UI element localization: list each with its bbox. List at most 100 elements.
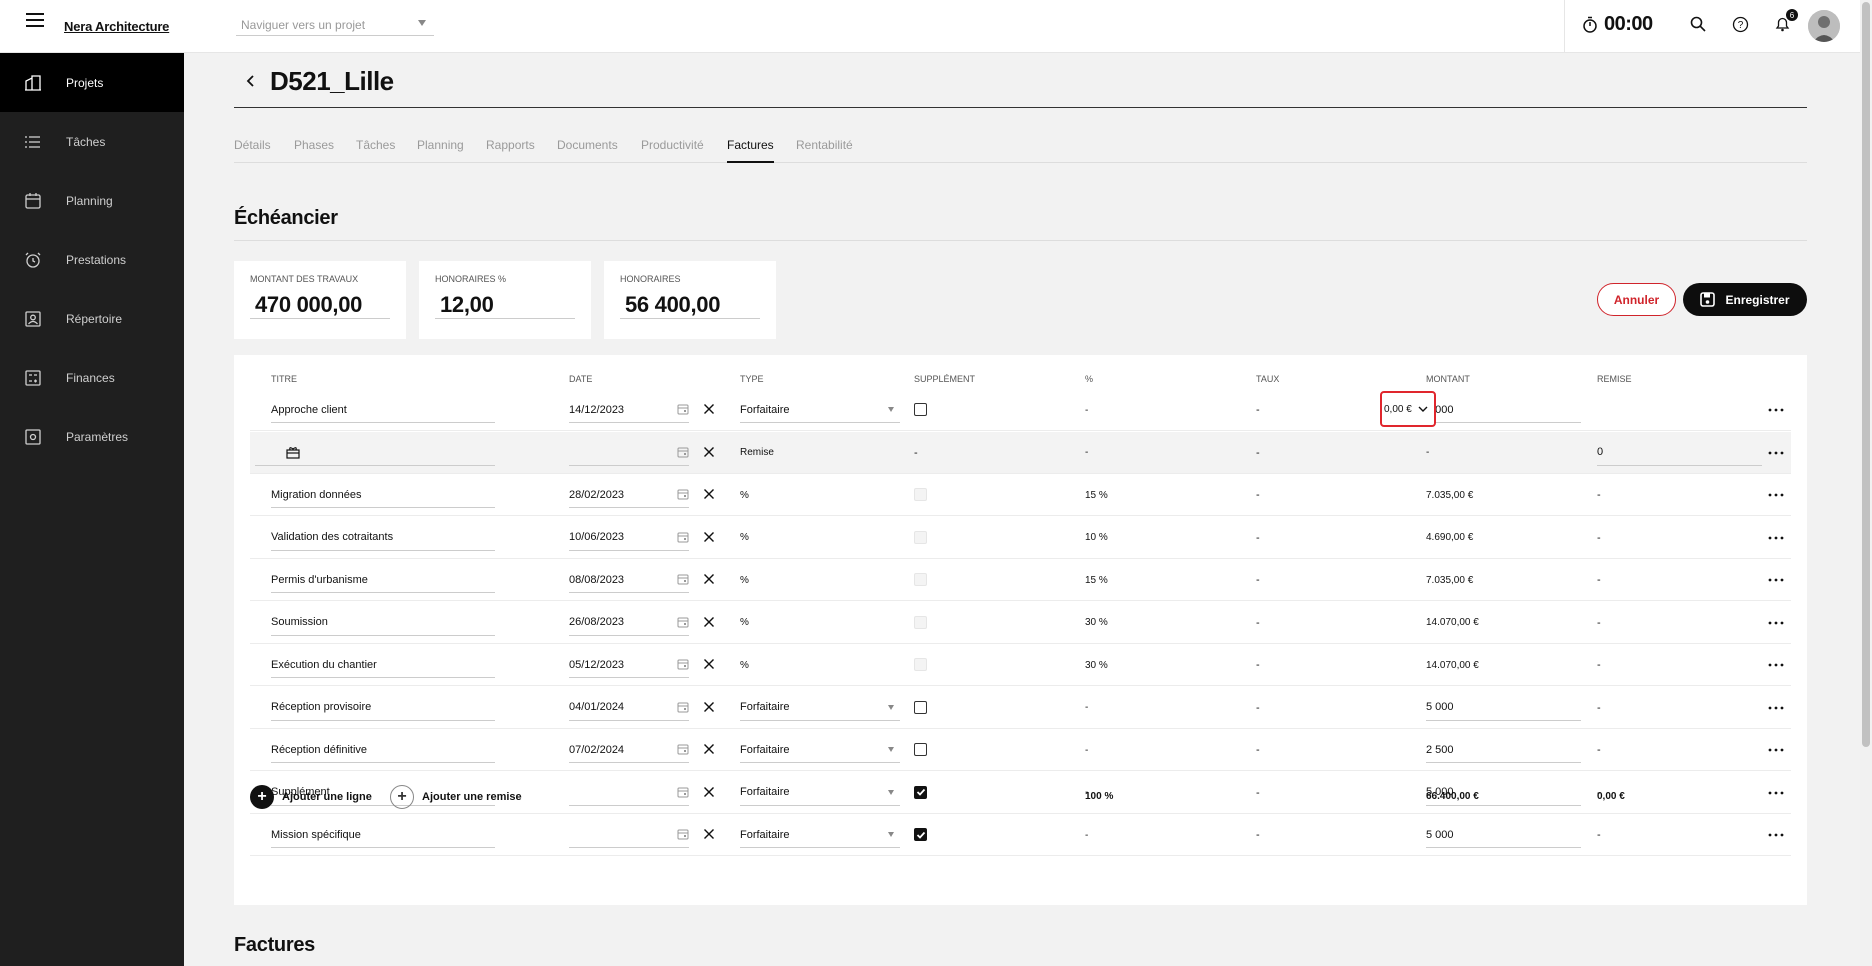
more-options-icon[interactable] xyxy=(1767,699,1785,717)
menu-icon[interactable] xyxy=(26,13,44,27)
timer[interactable]: 00:00 xyxy=(1582,13,1653,36)
tab-productivite[interactable]: Productivité xyxy=(641,138,704,152)
scrollbar[interactable] xyxy=(1860,0,1872,966)
calendar-icon[interactable] xyxy=(677,785,689,803)
more-options-icon[interactable] xyxy=(1767,614,1785,632)
supplement-checkbox[interactable] xyxy=(914,743,927,756)
montant-input[interactable]: 2 000 xyxy=(1426,397,1581,423)
more-options-icon[interactable] xyxy=(1767,784,1785,802)
calendar-icon[interactable] xyxy=(677,827,689,845)
tab-details[interactable]: Détails xyxy=(234,138,271,152)
supplement-checkbox[interactable] xyxy=(914,828,927,841)
clear-date-icon[interactable] xyxy=(703,530,715,548)
tab-rentabilite[interactable]: Rentabilité xyxy=(796,138,853,152)
calendar-icon[interactable] xyxy=(677,742,689,760)
discount-title-field[interactable] xyxy=(255,440,495,466)
clear-date-icon[interactable] xyxy=(703,615,715,633)
clear-date-icon[interactable] xyxy=(703,657,715,675)
add-discount-button[interactable]: + Ajouter une remise xyxy=(390,785,522,809)
save-button[interactable]: Enregistrer xyxy=(1683,283,1807,316)
type-select[interactable]: Forfaitaire xyxy=(740,780,900,806)
title-input[interactable]: Approche client xyxy=(271,397,495,423)
sidebar-item-taches[interactable]: Tâches xyxy=(0,112,184,171)
calendar-icon[interactable] xyxy=(677,487,689,505)
notification-bell-icon[interactable]: 6 xyxy=(1772,9,1798,34)
title-input[interactable]: Supplément xyxy=(271,780,495,806)
clear-date-icon[interactable] xyxy=(703,445,715,463)
type-select[interactable]: Forfaitaire xyxy=(740,822,900,848)
more-options-icon[interactable] xyxy=(1767,656,1785,674)
clear-date-icon[interactable] xyxy=(703,402,715,420)
honoraires-input[interactable]: 56 400,00 xyxy=(620,289,760,319)
more-options-icon[interactable] xyxy=(1767,529,1785,547)
title-input[interactable]: Permis d'urbanisme xyxy=(271,567,495,593)
chevron-left-icon[interactable] xyxy=(244,73,258,89)
type-select[interactable]: Forfaitaire xyxy=(740,695,900,721)
more-options-icon[interactable] xyxy=(1767,826,1785,844)
sidebar-item-repertoire[interactable]: Répertoire xyxy=(0,289,184,348)
date-input[interactable]: 08/08/2023 xyxy=(569,567,689,593)
clear-date-icon[interactable] xyxy=(703,700,715,718)
project-nav-select[interactable]: Naviguer vers un projet xyxy=(236,14,434,36)
calendar-icon[interactable] xyxy=(677,700,689,718)
more-options-icon[interactable] xyxy=(1767,486,1785,504)
title-input[interactable]: Réception définitive xyxy=(271,737,495,763)
sidebar-item-planning[interactable]: Planning xyxy=(0,171,184,230)
title-input[interactable]: Soumission xyxy=(271,610,495,636)
date-input[interactable]: 04/01/2024 xyxy=(569,695,689,721)
montant-travaux-input[interactable]: 470 000,00 xyxy=(250,289,390,319)
sidebar-item-finances[interactable]: Finances xyxy=(0,348,184,407)
date-input[interactable]: 05/12/2023 xyxy=(569,652,689,678)
scrollbar-thumb[interactable] xyxy=(1862,2,1870,747)
date-input[interactable]: 10/06/2023 xyxy=(569,525,689,551)
title-input[interactable]: Migration données xyxy=(271,482,495,508)
calendar-icon[interactable] xyxy=(677,402,689,420)
calendar-icon[interactable] xyxy=(677,615,689,633)
more-options-icon[interactable] xyxy=(1767,571,1785,589)
date-input[interactable]: 07/02/2024 xyxy=(569,737,689,763)
montant-input[interactable]: 5 000 xyxy=(1426,822,1581,848)
tab-phases[interactable]: Phases xyxy=(294,138,335,152)
help-icon[interactable]: ? xyxy=(1730,14,1750,34)
title-input[interactable]: Réception provisoire xyxy=(271,695,495,721)
date-input[interactable] xyxy=(569,822,689,848)
sidebar-item-projets[interactable]: Projets xyxy=(0,53,184,112)
date-input[interactable]: 28/02/2023 xyxy=(569,482,689,508)
search-icon[interactable] xyxy=(1688,14,1708,34)
date-input[interactable] xyxy=(569,780,689,806)
brand-name[interactable]: Nera Architecture xyxy=(64,19,170,34)
cancel-button[interactable]: Annuler xyxy=(1597,283,1676,316)
tab-factures[interactable]: Factures xyxy=(727,138,774,163)
type-select[interactable]: Forfaitaire xyxy=(740,397,900,423)
date-input[interactable] xyxy=(569,440,689,466)
clear-date-icon[interactable] xyxy=(703,572,715,590)
clear-date-icon[interactable] xyxy=(703,487,715,505)
supplement-checkbox[interactable] xyxy=(914,403,927,416)
add-line-button[interactable]: + Ajouter une ligne xyxy=(250,785,372,809)
tab-documents[interactable]: Documents xyxy=(557,138,618,152)
supplement-checkbox[interactable] xyxy=(914,785,927,799)
supplement-checkbox[interactable] xyxy=(914,700,927,714)
clear-date-icon[interactable] xyxy=(703,785,715,803)
title-input[interactable]: Validation des cotraitants xyxy=(271,525,495,551)
montant-input[interactable]: 5 000 xyxy=(1426,695,1581,721)
tab-planning[interactable]: Planning xyxy=(417,138,464,152)
more-options-icon[interactable] xyxy=(1767,741,1785,759)
tab-rapports[interactable]: Rapports xyxy=(486,138,535,152)
remise-select[interactable]: 0,00 € xyxy=(1380,391,1436,427)
tab-taches[interactable]: Tâches xyxy=(356,138,396,152)
clear-date-icon[interactable] xyxy=(703,827,715,845)
title-input[interactable]: Exécution du chantier xyxy=(271,652,495,678)
remise-input[interactable]: 0 xyxy=(1597,440,1762,466)
calendar-icon[interactable] xyxy=(677,572,689,590)
user-avatar[interactable] xyxy=(1808,10,1840,42)
honoraires-pct-input[interactable]: 12,00 xyxy=(435,289,575,319)
more-options-icon[interactable] xyxy=(1767,444,1785,462)
calendar-icon[interactable] xyxy=(677,657,689,675)
calendar-icon[interactable] xyxy=(677,445,689,463)
more-options-icon[interactable] xyxy=(1767,401,1785,419)
type-select[interactable]: Forfaitaire xyxy=(740,737,900,763)
sidebar-item-prestations[interactable]: Prestations xyxy=(0,230,184,289)
title-input[interactable]: Mission spécifique xyxy=(271,822,495,848)
clear-date-icon[interactable] xyxy=(703,742,715,760)
